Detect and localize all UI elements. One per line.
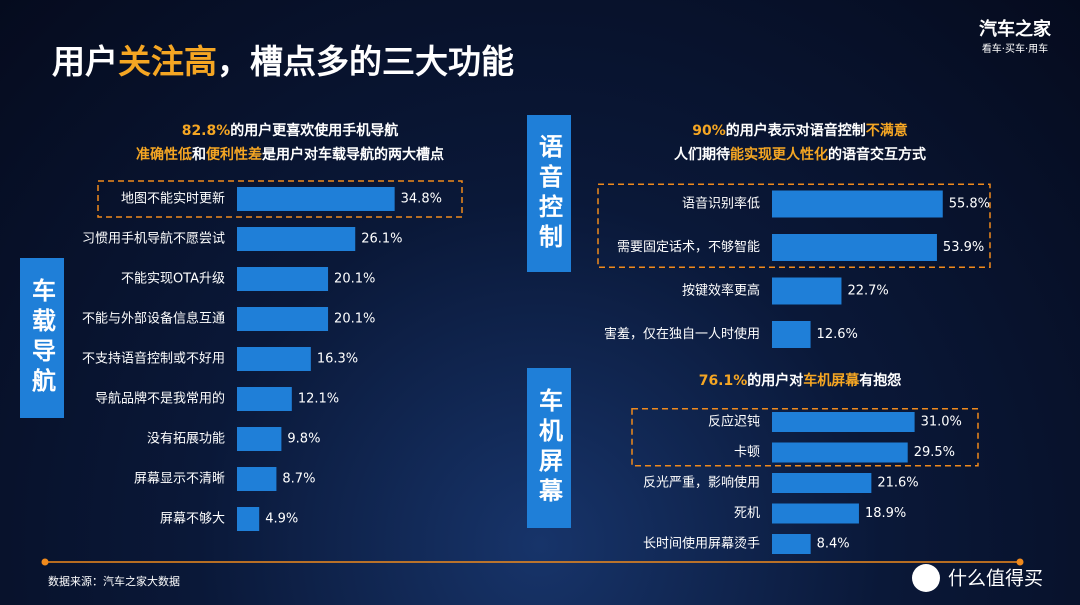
category-label: 屏幕显示不清晰 — [134, 472, 225, 487]
value-label: 55.8% — [949, 197, 990, 212]
section-label: 车载导航 — [20, 258, 64, 418]
bar — [237, 347, 311, 371]
bar — [237, 227, 356, 251]
value-label: 20.1% — [334, 272, 375, 287]
value-label: 12.1% — [298, 392, 339, 407]
bar — [772, 534, 811, 554]
value-label: 29.5% — [914, 445, 955, 460]
text-segment: 90% — [692, 123, 726, 139]
section-label: 语音控制 — [527, 115, 571, 272]
category-label: 死机 — [734, 506, 760, 521]
value-label: 20.1% — [334, 312, 375, 327]
text-segment: 的用户对 — [747, 372, 803, 389]
category-label: 语音识别率低 — [682, 196, 760, 212]
text-segment: 人们期待 — [674, 146, 730, 163]
value-label: 21.6% — [877, 476, 918, 491]
text-segment: 用户 — [52, 42, 118, 81]
category-label: 反应迟钝 — [708, 414, 760, 430]
subtitle: 76.1%的用户对车机屏幕有抱怨 — [699, 372, 902, 389]
value-label: 34.8% — [401, 192, 442, 207]
value-label: 31.0% — [921, 415, 962, 430]
section-label: 车机屏幕 — [527, 368, 571, 528]
bar — [237, 187, 395, 211]
highlight-box — [631, 408, 979, 467]
category-label: 不支持语音控制或不好用 — [82, 351, 225, 367]
value-label: 26.1% — [361, 232, 402, 247]
bar — [772, 277, 842, 305]
text-segment: 的用户更喜欢使用手机导航 — [230, 122, 398, 139]
bar — [237, 307, 329, 331]
text-segment: 便利性差 — [206, 146, 262, 163]
value-label: 8.7% — [282, 472, 315, 487]
category-label: 不能与外部设备信息互通 — [82, 311, 225, 327]
bar — [772, 234, 937, 261]
bar — [237, 507, 260, 531]
value-label: 8.4% — [817, 537, 850, 552]
highlight-box — [97, 180, 463, 218]
subtitle: 人们期待能实现更人性化的语音交互方式 — [674, 146, 926, 163]
bar — [772, 190, 943, 218]
text-segment: 车机屏幕 — [803, 372, 860, 389]
bar — [772, 321, 811, 348]
subtitle: 90%的用户表示对语音控制不满意 — [692, 122, 908, 139]
bar — [237, 267, 329, 291]
value-label: 4.9% — [265, 512, 298, 527]
bar — [772, 473, 872, 493]
category-label: 习惯用手机导航不愿尝试 — [82, 231, 225, 247]
value-label: 18.9% — [865, 506, 906, 521]
text-segment: 是用户对车载导航的两大槽点 — [262, 146, 444, 163]
category-label: 长时间使用屏幕烫手 — [643, 536, 760, 552]
text-segment: 能实现更人性化 — [730, 146, 828, 163]
text-segment: 有抱怨 — [859, 372, 901, 389]
category-label: 害羞，仅在独自一人时使用 — [604, 326, 760, 342]
watermark: 什么值得买 — [948, 568, 1043, 590]
value-label: 16.3% — [317, 352, 358, 367]
category-label: 卡顿 — [734, 445, 760, 460]
bar — [237, 387, 292, 411]
footer-dot — [41, 558, 49, 566]
text-segment: 关注高 — [118, 42, 217, 81]
source: 数据来源：汽车之家大数据 — [48, 574, 180, 588]
value-label: 9.8% — [287, 432, 320, 447]
bar — [237, 467, 277, 491]
bar — [237, 427, 282, 451]
category-label: 不能实现OTA升级 — [121, 272, 225, 287]
slide-title: 用户关注高，槽点多的三大功能 — [52, 42, 514, 81]
text-segment: 不满意 — [866, 122, 908, 139]
value-label: 12.6% — [817, 327, 858, 342]
text-segment: 76.1% — [699, 373, 748, 389]
category-label: 屏幕不够大 — [160, 512, 225, 527]
value-label: 53.9% — [943, 240, 984, 255]
highlight-box — [597, 183, 991, 268]
text-segment: 82.8% — [182, 123, 231, 139]
text-segment: 准确性低 — [136, 146, 192, 163]
text-segment: ，槽点多的三大功能 — [217, 42, 514, 81]
category-label: 地图不能实时更新 — [121, 191, 225, 207]
category-label: 导航品牌不是我常用的 — [95, 391, 225, 407]
slogan: 看车·买车·用车 — [982, 42, 1048, 55]
subtitle: 82.8%的用户更喜欢使用手机导航 — [182, 122, 399, 139]
footer-dot — [1016, 558, 1024, 566]
category-label: 反光严重，影响使用 — [643, 475, 760, 491]
bar — [772, 412, 915, 432]
category-label: 需要固定话术，不够智能 — [617, 240, 760, 255]
bar — [772, 442, 908, 463]
category-label: 没有拓展功能 — [147, 432, 225, 447]
subtitle: 准确性低和便利性差是用户对车载导航的两大槽点 — [136, 146, 444, 163]
text-segment: 的用户表示对语音控制 — [726, 122, 866, 139]
value-label: 22.7% — [847, 284, 888, 299]
watermark-icon — [912, 564, 940, 592]
bar — [772, 503, 859, 524]
text-segment: 和 — [192, 147, 206, 163]
category-label: 按键效率更高 — [682, 283, 760, 299]
text-segment: 的语音交互方式 — [828, 146, 926, 163]
logo: 汽车之家 — [979, 18, 1052, 40]
